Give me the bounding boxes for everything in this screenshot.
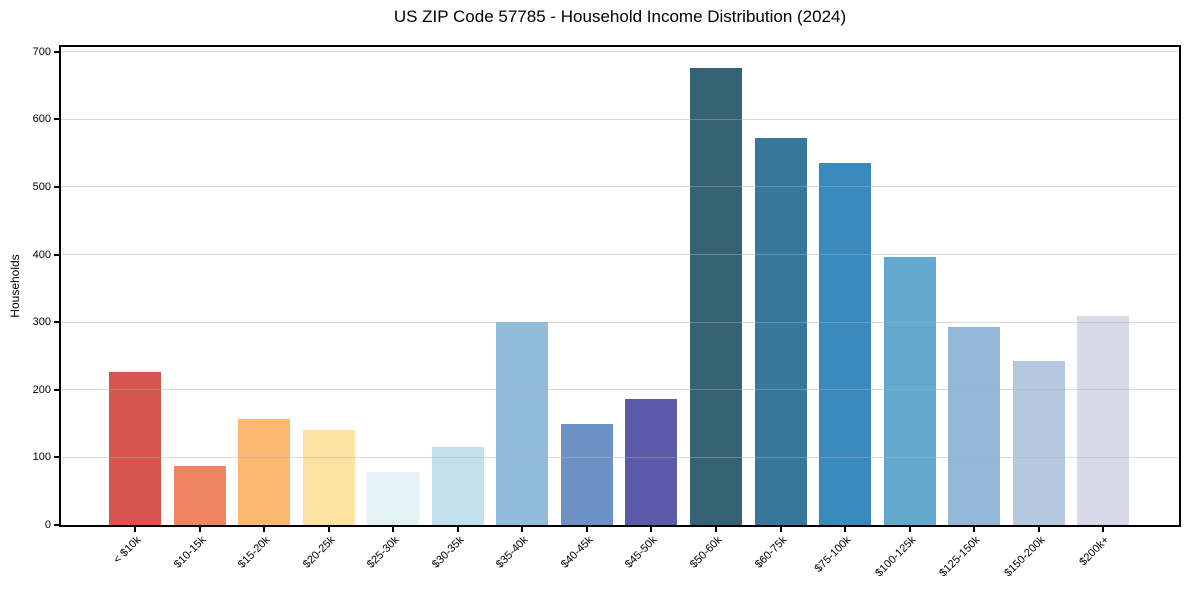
y-tick-mark — [54, 456, 59, 459]
y-tick-label: 500 — [32, 180, 51, 193]
x-tick-mark — [714, 527, 717, 532]
x-tick-mark — [263, 527, 266, 532]
x-tick-mark — [327, 527, 330, 532]
x-tick-mark — [585, 527, 588, 532]
gridline-y600 — [61, 118, 1179, 120]
bar-$50-60k — [689, 67, 742, 525]
x-tick-mark — [1102, 527, 1105, 532]
bar-$100-125k — [883, 257, 936, 525]
y-tick-label: 200 — [32, 383, 51, 396]
x-tick-mark — [1037, 527, 1040, 532]
y-tick-mark — [54, 321, 59, 324]
bar-$20-25k — [302, 430, 355, 525]
y-tick-mark — [54, 524, 59, 526]
y-tick-label: 400 — [32, 248, 51, 261]
bar-$150-200k — [1012, 360, 1065, 525]
x-tick-mark — [908, 527, 911, 532]
gridline-y300 — [61, 321, 1179, 323]
x-tick-label: < $10k — [111, 534, 144, 567]
gridline-y500 — [61, 186, 1179, 188]
plot-area — [59, 45, 1181, 527]
bar-$45-50k — [625, 398, 678, 525]
bar-$40-45k — [560, 423, 613, 525]
x-tick-mark — [779, 527, 782, 532]
y-tick-label: 100 — [32, 451, 51, 464]
y-tick-mark — [54, 388, 59, 391]
y-tick-mark — [54, 185, 59, 188]
x-tick-mark — [650, 527, 653, 532]
gridline-y100 — [61, 456, 1179, 458]
bar-$125-150k — [948, 326, 1001, 525]
gridline-y700 — [61, 51, 1179, 53]
bar-$30-35k — [431, 446, 484, 525]
bar-$75-100k — [819, 163, 872, 525]
gridline-y400 — [61, 254, 1179, 256]
gridline-y200 — [61, 389, 1179, 391]
x-tick-mark — [392, 527, 395, 532]
bar-< $10k — [109, 372, 161, 525]
y-tick-mark — [54, 253, 59, 256]
x-tick-mark — [134, 527, 136, 532]
x-tick-mark — [521, 527, 524, 532]
bar-$25-30k — [367, 472, 420, 525]
y-tick-label: 300 — [32, 316, 51, 329]
x-tick-mark — [844, 527, 847, 532]
y-tick-mark — [54, 50, 59, 53]
y-tick-label: 600 — [32, 113, 51, 126]
y-tick-label: 0 — [44, 519, 51, 531]
y-axis-label: Households — [8, 254, 22, 318]
bar-$15-20k — [238, 418, 291, 525]
bar-$35-40k — [496, 322, 549, 525]
y-tick-mark — [54, 118, 59, 121]
x-tick-mark — [973, 527, 976, 532]
bar-$200k+ — [1077, 316, 1130, 525]
bar-$10-15k — [173, 465, 226, 525]
y-tick-label: 700 — [32, 45, 51, 58]
chart-title: US ZIP Code 57785 - Household Income Dis… — [393, 7, 847, 26]
x-tick-mark — [198, 527, 201, 532]
x-tick-mark — [456, 527, 459, 532]
bar-$60-75k — [754, 137, 807, 525]
